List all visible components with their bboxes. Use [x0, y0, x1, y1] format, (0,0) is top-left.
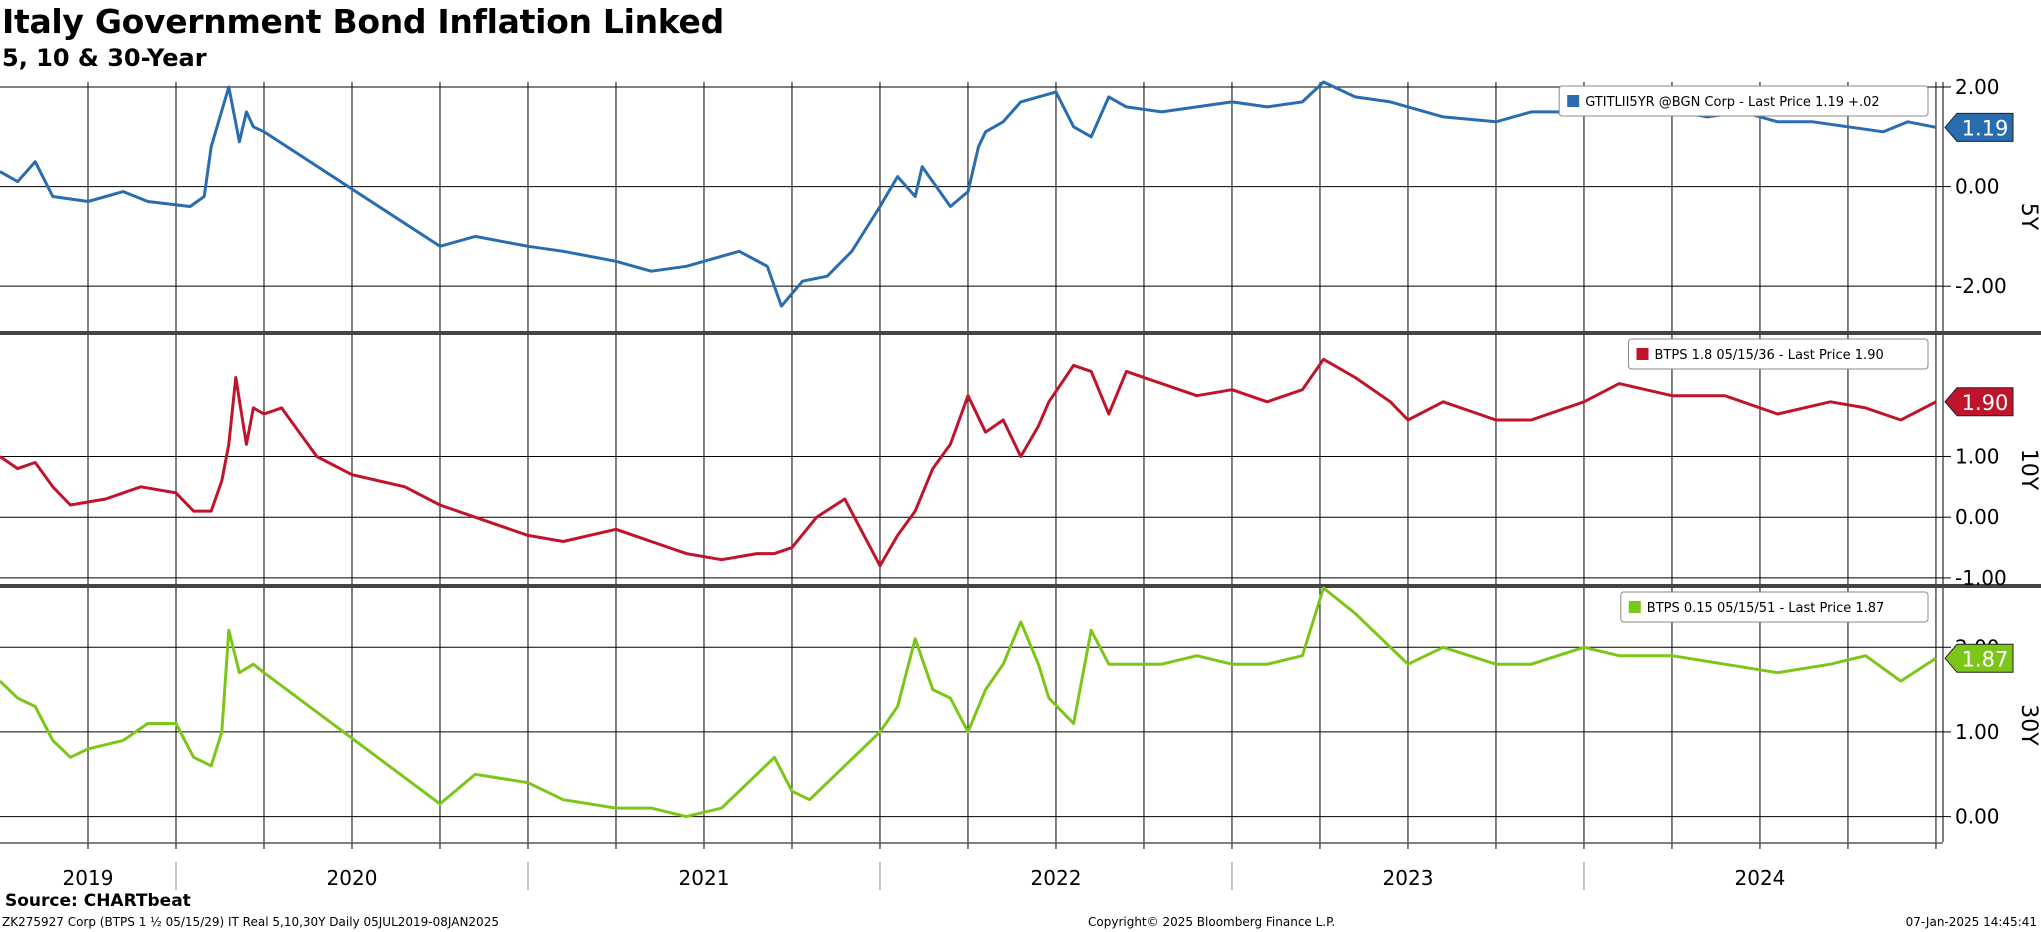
chart-subtitle: 5, 10 & 30-Year — [2, 44, 207, 72]
y-tick-label: 0.00 — [1955, 505, 2000, 529]
axis-label-30Y: 30Y — [2016, 704, 2041, 746]
last-value-label: 1.87 — [1962, 647, 2009, 671]
series-line-10Y — [0, 357, 1937, 568]
last-value-tag — [1944, 112, 2014, 142]
series-line-5Y — [0, 80, 1937, 308]
last-value-tag — [1944, 387, 2014, 417]
legend-text: BTPS 1.8 05/15/36 - Last Price 1.90 — [1655, 348, 1884, 363]
legend-text: BTPS 0.15 05/15/51 - Last Price 1.87 — [1647, 601, 1885, 616]
y-tick-label: 1.00 — [1955, 444, 2000, 468]
legend-box — [1628, 338, 1929, 370]
series-line-30Y — [0, 586, 1937, 819]
y-tick-label: 2.00 — [1955, 75, 2000, 99]
legend-text: GTITLII5YR @BGN Corp - Last Price 1.19 +… — [1585, 95, 1880, 110]
y-tick-label: 1.00 — [1955, 720, 2000, 744]
y-tick-label: 0.00 — [1955, 805, 2000, 829]
y-tick-label: -2.00 — [1955, 274, 2007, 298]
copyright: Copyright© 2025 Bloomberg Finance L.P. — [1088, 915, 1336, 929]
timestamp: 07-Jan-2025 14:45:41 — [1905, 915, 2037, 929]
last-value-tag — [1944, 643, 2014, 673]
x-tick-label: 2024 — [1735, 866, 1786, 890]
y-tick-label: -1.00 — [1955, 566, 2007, 590]
last-value-label: 1.19 — [1962, 116, 2009, 140]
chart-title: Italy Government Bond Inflation Linked — [2, 2, 724, 41]
legend-swatch — [1636, 348, 1649, 360]
legend-box — [1620, 591, 1929, 623]
x-tick-label: 2023 — [1383, 866, 1434, 890]
axis-label-10Y: 10Y — [2016, 449, 2041, 491]
ticker-line: ZK275927 Corp (BTPS 1 ½ 05/15/29) IT Rea… — [2, 915, 499, 929]
x-tick-label: 2021 — [679, 866, 730, 890]
source-label: Source: CHARTbeat — [5, 891, 191, 911]
legend-swatch — [1628, 601, 1641, 613]
legend-swatch — [1567, 95, 1580, 107]
last-value-label: 1.90 — [1962, 391, 2009, 415]
x-tick-label: 2020 — [327, 866, 378, 890]
y-tick-label: 0.00 — [1955, 175, 2000, 199]
legend-box — [1558, 85, 1929, 117]
x-tick-label: 2019 — [63, 866, 114, 890]
x-tick-label: 2022 — [1031, 866, 1082, 890]
axis-label-5Y: 5Y — [2016, 203, 2041, 231]
